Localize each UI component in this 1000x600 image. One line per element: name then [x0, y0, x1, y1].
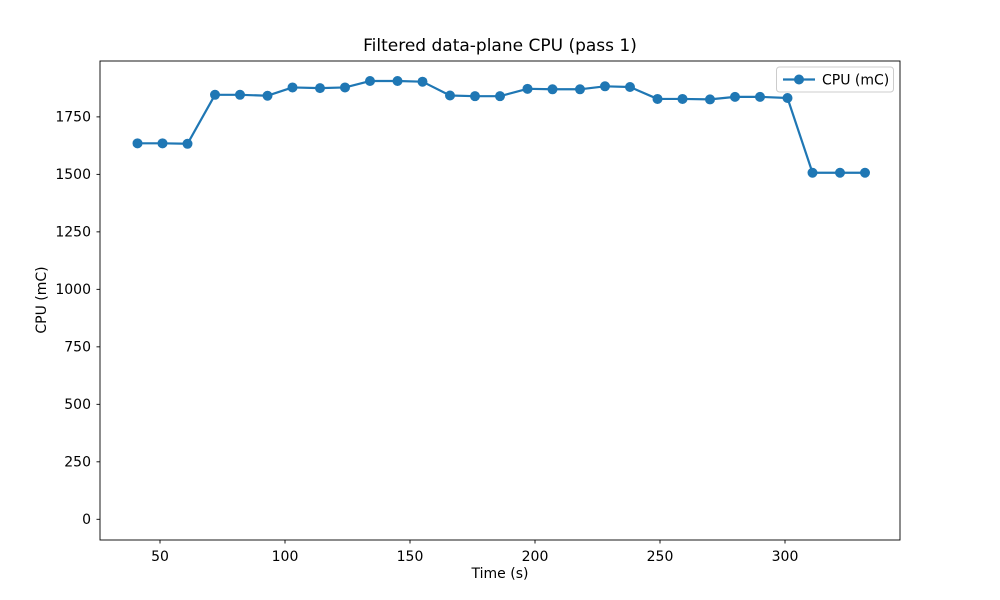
- data-point-marker: [235, 89, 245, 100]
- legend-marker-icon: [794, 74, 804, 85]
- data-point-marker: [417, 76, 428, 87]
- data-point-marker: [835, 167, 845, 178]
- data-point-marker: [495, 91, 505, 102]
- axes-frame: [99, 60, 901, 541]
- data-point-marker: [262, 90, 273, 101]
- data-point-marker: [547, 84, 558, 95]
- data-point-marker: [652, 93, 663, 104]
- y-tick-label: 1250: [55, 224, 91, 240]
- x-tick-label: 250: [647, 549, 674, 565]
- y-tick-label: 1750: [55, 109, 91, 125]
- data-point-marker: [860, 167, 870, 178]
- data-point-marker: [600, 81, 610, 92]
- x-axis-label: Time (s): [471, 566, 529, 582]
- data-point-marker: [340, 82, 350, 93]
- data-point-marker: [782, 93, 793, 104]
- data-point-marker: [182, 138, 193, 149]
- data-point-marker: [365, 76, 375, 87]
- y-tick-label: 750: [64, 339, 91, 355]
- x-tick-label: 150: [397, 549, 424, 565]
- data-point-marker: [210, 89, 220, 100]
- data-point-marker: [132, 138, 143, 149]
- y-tick-label: 250: [64, 454, 91, 470]
- legend-box: [776, 66, 894, 93]
- data-point-marker: [705, 94, 715, 105]
- data-point-marker: [755, 91, 765, 102]
- data-point-marker: [445, 90, 455, 101]
- y-tick-label: 1000: [55, 282, 91, 298]
- data-point-marker: [677, 93, 688, 104]
- data-point-marker: [522, 83, 533, 94]
- x-tick-label: 300: [772, 549, 799, 565]
- data-point-marker: [315, 83, 325, 94]
- data-point-marker: [157, 138, 168, 149]
- y-tick-label: 1500: [55, 167, 91, 183]
- chart-title: Filtered data-plane CPU (pass 1): [363, 36, 637, 56]
- x-tick-label: 100: [272, 549, 299, 565]
- data-point-marker: [392, 76, 403, 87]
- y-axis-label: CPU (mC): [34, 266, 50, 333]
- data-point-marker: [470, 91, 480, 102]
- x-tick-label: 50: [151, 549, 169, 565]
- data-point-marker: [287, 82, 298, 93]
- plot-area: 50 100 150 200 250 300 0 250 500 750 1000 1250 1500 1…: [55, 60, 901, 565]
- x-tick-label: 200: [522, 549, 549, 565]
- data-point-marker: [730, 91, 740, 102]
- legend: CPU (mC): [776, 66, 894, 93]
- y-tick-label: 0: [82, 512, 91, 528]
- y-tick-label: 500: [64, 397, 91, 413]
- data-point-marker: [625, 81, 635, 92]
- data-point-marker: [575, 84, 585, 95]
- data-point-marker: [807, 167, 818, 178]
- legend-label: CPU (mC): [822, 73, 889, 89]
